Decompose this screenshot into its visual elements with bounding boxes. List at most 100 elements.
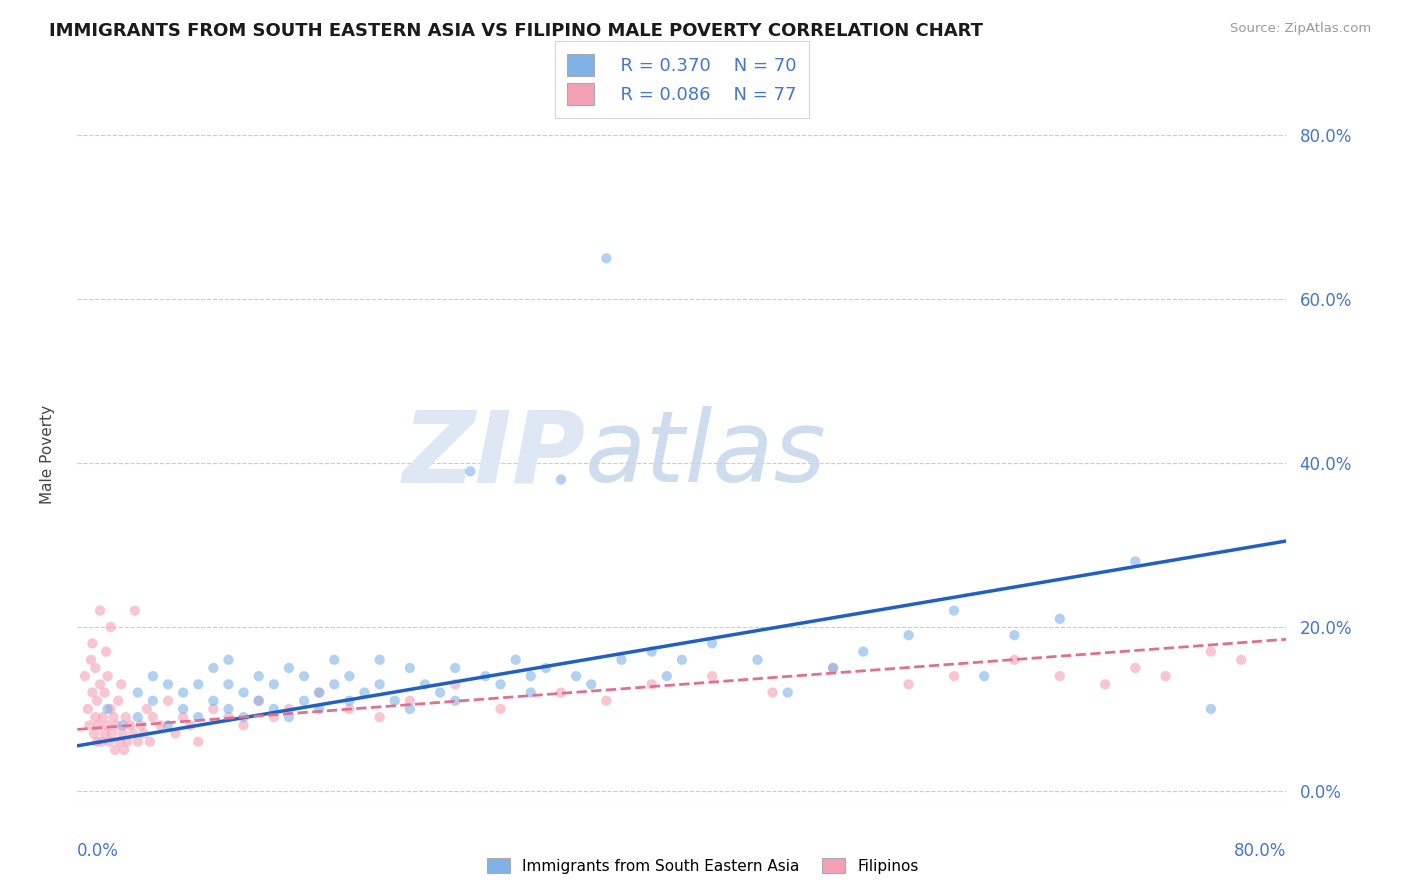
Point: [368, 653, 391, 667]
Text: Male Poverty: Male Poverty: [39, 405, 55, 505]
Point: [702, 669, 724, 683]
Point: [458, 464, 481, 478]
Point: [247, 694, 270, 708]
Point: [1049, 612, 1071, 626]
Point: [292, 669, 315, 683]
Point: [399, 694, 422, 708]
Point: [187, 677, 209, 691]
Point: [80, 653, 103, 667]
Point: [821, 661, 844, 675]
Point: [1004, 653, 1026, 667]
Point: [550, 685, 572, 699]
Point: [93, 726, 115, 740]
Point: [218, 702, 240, 716]
Point: [429, 685, 451, 699]
Point: [100, 702, 122, 716]
Point: [165, 726, 187, 740]
Point: [505, 653, 527, 667]
Point: [157, 694, 180, 708]
Point: [474, 669, 496, 683]
Point: [263, 710, 285, 724]
Point: [218, 677, 240, 691]
Point: [100, 620, 122, 634]
Point: [550, 473, 572, 487]
Point: [610, 653, 633, 667]
Point: [96, 718, 118, 732]
Text: Source: ZipAtlas.com: Source: ZipAtlas.com: [1230, 22, 1371, 36]
Point: [232, 710, 254, 724]
Point: [82, 636, 104, 650]
Point: [77, 702, 100, 716]
Point: [135, 702, 157, 716]
Point: [172, 702, 194, 716]
Point: [247, 694, 270, 708]
Point: [897, 628, 920, 642]
Point: [520, 669, 543, 683]
Point: [127, 685, 149, 699]
Point: [172, 710, 194, 724]
Point: [79, 718, 101, 732]
Point: [263, 677, 285, 691]
Point: [444, 661, 467, 675]
Point: [641, 677, 664, 691]
Point: [897, 677, 920, 691]
Point: [218, 653, 240, 667]
Point: [762, 685, 785, 699]
Point: [103, 710, 125, 724]
Point: [202, 694, 225, 708]
Point: [520, 685, 543, 699]
Point: [323, 653, 346, 667]
Point: [172, 685, 194, 699]
Point: [263, 702, 285, 716]
Point: [581, 677, 603, 691]
Point: [942, 669, 965, 683]
Point: [120, 718, 142, 732]
Point: [1123, 554, 1146, 568]
Point: [180, 718, 202, 732]
Point: [87, 718, 110, 732]
Point: [247, 669, 270, 683]
Point: [1154, 669, 1177, 683]
Point: [595, 694, 617, 708]
Point: [218, 710, 240, 724]
Point: [115, 735, 138, 749]
Point: [149, 718, 172, 732]
Point: [114, 710, 136, 724]
Point: [337, 702, 360, 716]
Point: [111, 726, 134, 740]
Point: [127, 710, 149, 724]
Point: [96, 669, 118, 683]
Point: [98, 735, 121, 749]
Point: [565, 669, 588, 683]
Point: [93, 685, 115, 699]
Point: [84, 710, 107, 724]
Point: [124, 604, 146, 618]
Point: [107, 694, 129, 708]
Point: [202, 661, 225, 675]
Point: [337, 669, 360, 683]
Point: [90, 735, 112, 749]
Point: [353, 685, 375, 699]
Point: [157, 718, 180, 732]
Text: 0.0%: 0.0%: [77, 842, 120, 861]
Point: [105, 718, 128, 732]
Point: [323, 677, 346, 691]
Point: [1230, 653, 1253, 667]
Point: [534, 661, 557, 675]
Point: [129, 718, 152, 732]
Point: [776, 685, 799, 699]
Point: [1199, 702, 1222, 716]
Point: [111, 718, 134, 732]
Point: [1049, 669, 1071, 683]
Point: [104, 743, 127, 757]
Point: [444, 677, 467, 691]
Point: [142, 669, 165, 683]
Point: [292, 694, 315, 708]
Point: [308, 702, 330, 716]
Point: [278, 710, 301, 724]
Point: [142, 694, 165, 708]
Point: [82, 685, 104, 699]
Point: [142, 710, 165, 724]
Point: [671, 653, 693, 667]
Point: [595, 252, 617, 266]
